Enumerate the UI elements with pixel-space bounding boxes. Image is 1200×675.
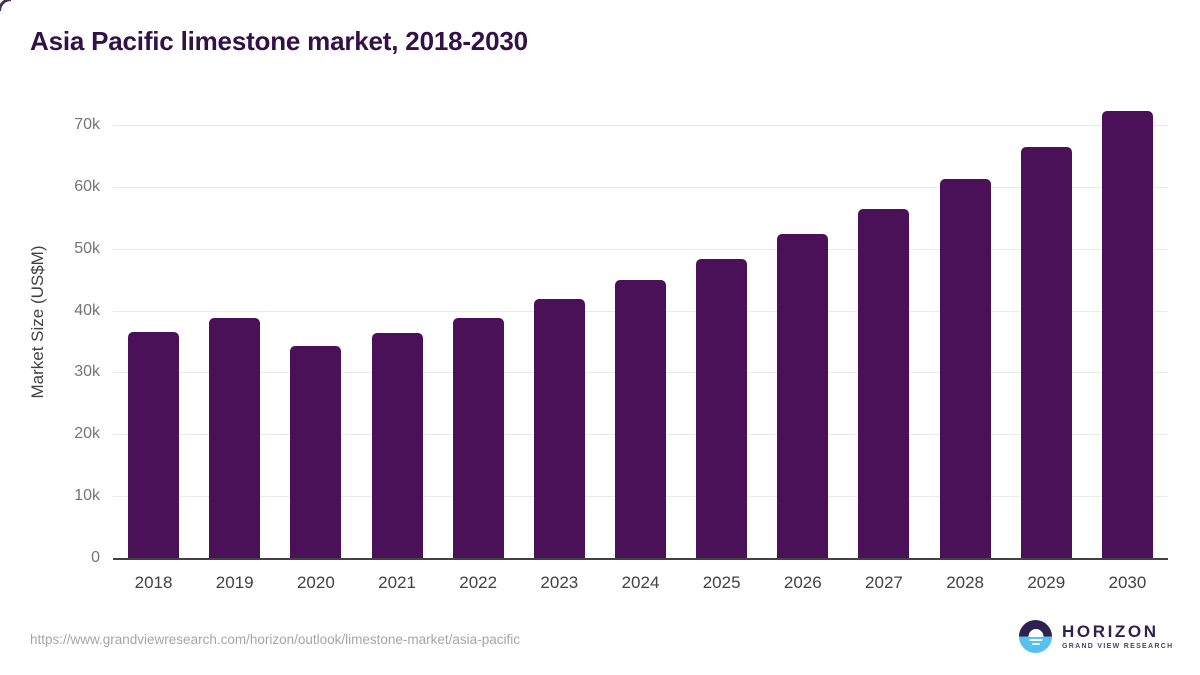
screenshot-corner-artifact bbox=[0, 0, 11, 11]
gridline-60k bbox=[113, 186, 1168, 188]
sun-reflection-icon bbox=[1029, 639, 1042, 641]
x-tick-label-2025: 2025 bbox=[702, 573, 741, 592]
y-tick-label: 20k bbox=[74, 425, 100, 443]
y-tick-label: 60k bbox=[74, 177, 100, 195]
x-tick-label-2018: 2018 bbox=[134, 573, 173, 592]
sun-icon bbox=[1028, 629, 1043, 637]
y-tick-label: 0 bbox=[91, 549, 100, 566]
bar-2020[interactable] bbox=[290, 346, 342, 558]
logo-subbrand-name: GRAND VIEW RESEARCH bbox=[1062, 643, 1174, 650]
x-tick-label-2023: 2023 bbox=[540, 573, 579, 592]
horizon-logo: HORIZON GRAND VIEW RESEARCH bbox=[1019, 620, 1173, 653]
bar-2023[interactable] bbox=[533, 299, 585, 558]
bar-2027[interactable] bbox=[858, 208, 910, 558]
x-tick-label-2019: 2019 bbox=[215, 573, 254, 592]
source-url: https://www.grandviewresearch.com/horizo… bbox=[30, 632, 520, 647]
gridline-70k bbox=[113, 125, 1168, 126]
bar-2025[interactable] bbox=[696, 258, 748, 558]
logo-brand-name: HORIZON bbox=[1062, 622, 1159, 641]
x-tick-label-2030: 2030 bbox=[1108, 573, 1147, 592]
x-tick-label-2020: 2020 bbox=[296, 573, 335, 592]
bar-2019[interactable] bbox=[209, 317, 261, 558]
bar-2021[interactable] bbox=[371, 333, 423, 558]
y-tick-label: 10k bbox=[74, 487, 100, 505]
bar-2026[interactable] bbox=[777, 234, 829, 558]
y-tick-label: 70k bbox=[74, 116, 100, 133]
horizon-logo-icon bbox=[1019, 620, 1052, 653]
x-tick-label-2027: 2027 bbox=[865, 573, 903, 592]
bar-2022[interactable] bbox=[452, 317, 504, 558]
chart-title: Asia Pacific limestone market, 2018-2030 bbox=[30, 26, 528, 56]
sun-reflection-icon bbox=[1031, 643, 1040, 645]
y-tick-label: 30k bbox=[74, 363, 100, 381]
x-tick-label-2026: 2026 bbox=[783, 573, 822, 592]
gridline-50k bbox=[113, 248, 1168, 250]
bar-2024[interactable] bbox=[615, 280, 666, 558]
x-tick-label-2028: 2028 bbox=[946, 573, 985, 592]
x-tick-label-2022: 2022 bbox=[459, 573, 498, 592]
x-tick-label-2021: 2021 bbox=[378, 573, 416, 592]
y-tick-label: 50k bbox=[74, 239, 100, 257]
bar-2028[interactable] bbox=[939, 179, 991, 558]
bar-2029[interactable] bbox=[1020, 147, 1072, 558]
logo-text: HORIZON GRAND VIEW RESEARCH bbox=[1062, 622, 1174, 651]
bar-2018[interactable] bbox=[128, 332, 180, 558]
x-tick-label-2024: 2024 bbox=[621, 573, 660, 592]
x-axis-line bbox=[113, 558, 1168, 560]
x-tick-label-2029: 2029 bbox=[1027, 573, 1066, 592]
bar-2030[interactable] bbox=[1101, 111, 1153, 558]
y-tick-label: 40k bbox=[74, 301, 100, 319]
